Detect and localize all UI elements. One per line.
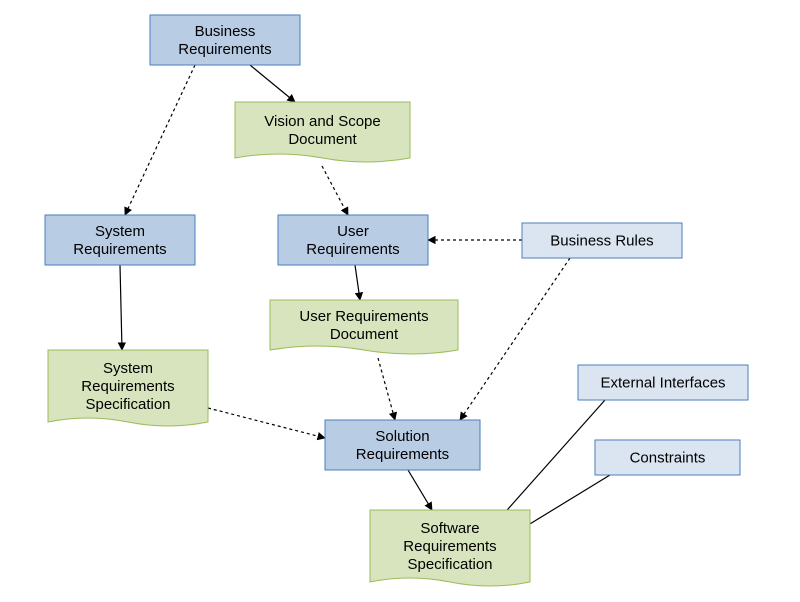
node-label-sw_req_spec-line1: Requirements [403,538,496,555]
node-sw_req_spec: SoftwareRequirementsSpecification [370,510,530,586]
node-label-business_rules-line0: Business Rules [550,232,653,249]
node-label-sw_req_spec-line0: Software [420,520,479,537]
node-label-solution_req-line0: Solution [375,428,429,445]
node-srs_sys: SystemRequirementsSpecification [48,350,208,426]
requirements-flowchart: BusinessRequirementsVision and ScopeDocu… [0,0,800,602]
edge-business_req-to-system_req [125,65,195,215]
node-label-system_req-line1: Requirements [73,241,166,258]
node-label-srs_sys-line2: Specification [85,396,170,413]
edge-srs_sys-to-solution_req [208,408,325,438]
node-label-user_req_doc-line1: Document [330,326,399,343]
node-label-vision_scope-line0: Vision and Scope [264,113,380,130]
node-label-user_req_doc-line0: User Requirements [299,308,428,325]
node-label-srs_sys-line1: Requirements [81,378,174,395]
edge-constraints-to-sw_req_spec [520,475,610,530]
node-user_req_doc: User RequirementsDocument [270,300,458,354]
node-label-user_req-line0: User [337,223,369,240]
edge-user_req_doc-to-solution_req [378,358,395,420]
node-constraints: Constraints [595,440,740,475]
node-vision_scope: Vision and ScopeDocument [235,102,410,162]
node-label-constraints-line0: Constraints [630,449,706,466]
node-label-user_req-line1: Requirements [306,241,399,258]
node-solution_req: SolutionRequirements [325,420,480,470]
node-label-sw_req_spec-line2: Specification [407,556,492,573]
edge-business_req-to-vision_scope [250,65,295,102]
edge-system_req-to-srs_sys [120,265,122,350]
node-system_req: SystemRequirements [45,215,195,265]
node-user_req: UserRequirements [278,215,428,265]
edge-user_req-to-user_req_doc [355,265,360,300]
edge-business_rules-to-solution_req [460,258,570,420]
node-ext_if: External Interfaces [578,365,748,400]
edge-ext_if-to-sw_req_spec [500,400,605,518]
node-label-business_req-line1: Requirements [178,41,271,58]
node-label-solution_req-line1: Requirements [356,446,449,463]
node-label-ext_if-line0: External Interfaces [600,374,725,391]
node-label-vision_scope-line1: Document [288,131,357,148]
edge-vision_scope-to-user_req [322,166,348,215]
node-label-srs_sys-line0: System [103,360,153,377]
node-business_req: BusinessRequirements [150,15,300,65]
node-label-business_req-line0: Business [195,23,256,40]
nodes-layer: BusinessRequirementsVision and ScopeDocu… [45,15,748,586]
edge-solution_req-to-sw_req_spec [408,470,432,510]
node-business_rules: Business Rules [522,223,682,258]
node-label-system_req-line0: System [95,223,145,240]
